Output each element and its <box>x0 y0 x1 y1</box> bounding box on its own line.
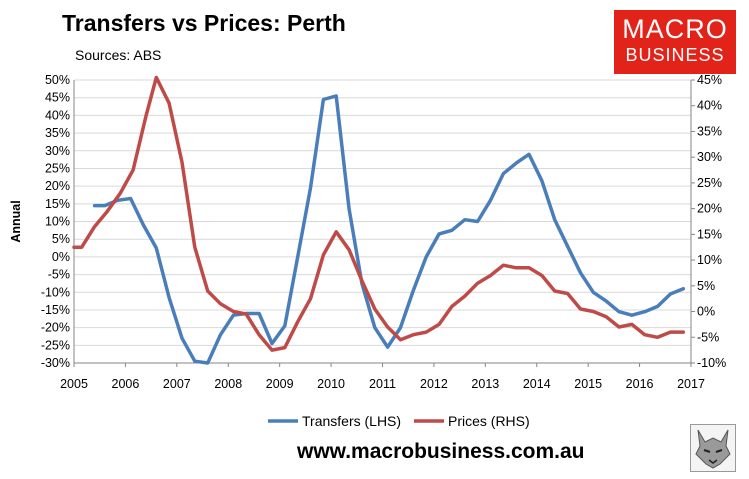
legend-transfers-label: Transfers (LHS) <box>302 413 401 429</box>
left-tick-label: -20% <box>41 321 70 335</box>
x-tick-label: 2016 <box>626 377 654 391</box>
right-tick-label: 25% <box>697 176 722 190</box>
right-tick-label: 5% <box>697 279 715 293</box>
left-tick-label: 15% <box>45 197 70 211</box>
left-tick-label: 35% <box>45 126 70 140</box>
x-tick-label: 2011 <box>369 377 396 391</box>
left-tick-label: 0% <box>52 250 70 264</box>
macrobusiness-logo: MACRO BUSINESS <box>614 10 736 74</box>
x-tick-label: 2008 <box>214 377 242 391</box>
right-tick-label: 35% <box>697 124 722 138</box>
right-tick-label: -5% <box>697 330 719 344</box>
legend-prices-label: Prices (RHS) <box>448 413 530 429</box>
left-tick-label: 10% <box>45 215 70 229</box>
right-tick-label: -10% <box>697 356 726 370</box>
left-tick-label: -10% <box>41 285 70 299</box>
x-tick-label: 2006 <box>112 377 140 391</box>
x-tick-label: 2013 <box>471 377 499 391</box>
x-tick-label: 2017 <box>677 377 705 391</box>
chart-series <box>72 75 686 365</box>
chart-title: Transfers vs Prices: Perth <box>62 10 346 36</box>
left-tick-label: 40% <box>45 108 70 122</box>
right-tick-label: 0% <box>697 305 715 319</box>
left-tick-label: -15% <box>41 303 70 317</box>
right-tick-label: 30% <box>697 150 722 164</box>
left-tick-label: 50% <box>45 73 70 87</box>
left-tick-label: 20% <box>45 179 70 193</box>
left-tick-label: -5% <box>48 268 70 282</box>
right-tick-label: 10% <box>697 253 722 267</box>
chart-legend: Transfers (LHS) Prices (RHS) <box>268 413 530 429</box>
right-tick-label: 45% <box>697 73 722 87</box>
left-tick-label: -25% <box>41 338 70 352</box>
left-tick-label: 5% <box>52 232 70 246</box>
logo-line-2: BUSINESS <box>625 45 725 65</box>
chart-subtitle: Sources: ABS <box>75 47 162 63</box>
x-tick-label: 2014 <box>523 377 551 391</box>
x-tick-label: 2007 <box>163 377 191 391</box>
right-tick-label: 20% <box>697 202 722 216</box>
left-tick-label: 45% <box>45 91 70 105</box>
wolf-icon <box>690 424 736 472</box>
chart-axes: 50% 45% 40% 35% 30% 25% 20% 15% 10% 5% 0% -5% -10% -1… <box>9 73 726 391</box>
right-tick-label: 15% <box>697 227 722 241</box>
right-tick-label: 40% <box>697 99 722 113</box>
x-tick-label: 2010 <box>317 377 345 391</box>
footer-url: www.macrobusiness.com.au <box>297 440 585 463</box>
logo-line-1: MACRO <box>622 14 728 44</box>
left-tick-label: 25% <box>45 161 70 175</box>
transfers-series-line <box>92 94 686 365</box>
left-tick-label: 30% <box>45 144 70 158</box>
prices-series-line <box>72 75 686 352</box>
x-tick-label: 2005 <box>60 377 88 391</box>
x-tick-label: 2015 <box>574 377 602 391</box>
left-tick-label: -30% <box>41 356 70 370</box>
x-tick-label: 2009 <box>266 377 294 391</box>
y-axis-label: Annual <box>9 200 23 242</box>
x-tick-label: 2012 <box>420 377 448 391</box>
